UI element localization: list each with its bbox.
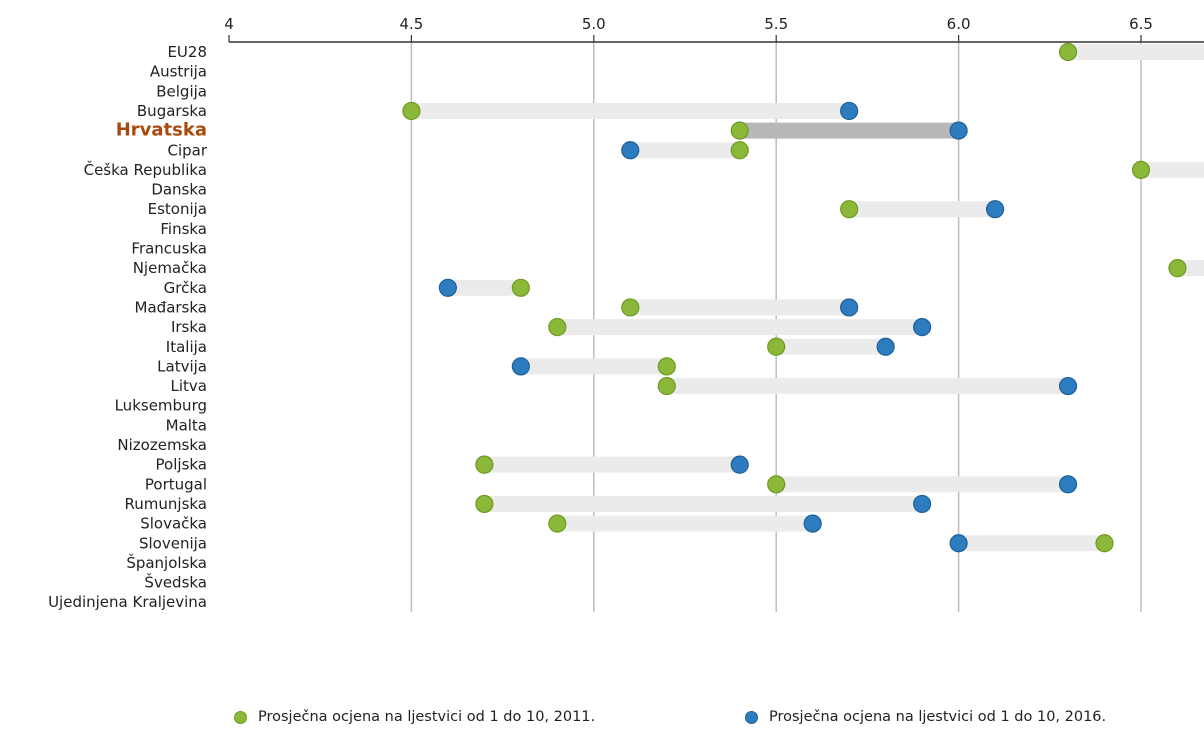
point-2011 — [657, 376, 676, 396]
range-bar — [666, 378, 1069, 395]
point-2011 — [1058, 42, 1078, 62]
point-2011 — [767, 475, 786, 494]
category-label: Finska — [160, 220, 207, 238]
category-label: Malta — [166, 416, 207, 434]
point-2016 — [985, 200, 1005, 219]
category-label: Slovačka — [140, 515, 207, 533]
category-label: Latvija — [157, 357, 207, 375]
point-2016 — [913, 318, 932, 337]
range-bar — [849, 201, 996, 218]
x-tick-label: 6.5 — [1129, 15, 1153, 33]
range-bar — [776, 338, 886, 355]
category-label: Slovenija — [139, 534, 207, 552]
x-axis: 44.55.05.56.06.57.07.58.08.59.0 — [224, 15, 1204, 43]
data-points — [402, 42, 1187, 553]
category-label: Litva — [171, 377, 207, 395]
range-bar — [630, 299, 850, 316]
legend-dot-2011 — [234, 710, 247, 724]
range-bar — [739, 122, 959, 139]
point-2011 — [730, 121, 749, 140]
point-2016 — [621, 141, 640, 160]
legend-item-2011: Prosječna ocjena na ljestvici od 1 do 10… — [234, 706, 595, 728]
point-2016 — [913, 494, 932, 514]
range-bar — [958, 535, 1105, 552]
x-tick-label: 4.5 — [399, 15, 423, 33]
range-bar — [776, 476, 1069, 493]
point-2011 — [1131, 160, 1151, 179]
category-label: Bugarska — [137, 102, 207, 120]
point-2011 — [840, 200, 859, 219]
point-2011 — [1168, 259, 1187, 278]
category-label: Belgija — [156, 82, 207, 100]
dumbbell-chart: 44.55.05.56.06.57.07.58.08.59.0 EU28Aust… — [48, 15, 1204, 612]
category-label: Španjolska — [126, 553, 207, 572]
category-label: Danska — [151, 181, 207, 199]
range-bar — [1141, 161, 1204, 178]
x-tick-label: 5.0 — [582, 15, 606, 33]
x-tick-label: 4 — [224, 15, 234, 33]
range-bar — [630, 142, 740, 159]
category-label: Hrvatska — [116, 120, 207, 141]
point-2011 — [402, 101, 421, 121]
point-2011 — [657, 357, 676, 376]
point-2016 — [511, 357, 530, 376]
point-2016 — [803, 514, 822, 533]
category-label: Mađarska — [135, 298, 207, 316]
point-2011 — [511, 278, 530, 297]
category-label: Rumunjska — [125, 495, 207, 513]
point-2016 — [1058, 376, 1078, 396]
category-label: Austrija — [150, 63, 207, 81]
point-2016 — [730, 455, 749, 474]
range-bar — [557, 319, 923, 336]
category-label: Njemačka — [133, 259, 207, 277]
legend-label-2011: Prosječna ocjena na ljestvici od 1 do 10… — [258, 709, 596, 725]
point-2011 — [730, 141, 749, 160]
legend-dot-2016 — [745, 710, 758, 724]
point-2011 — [475, 494, 494, 514]
legend-item-2016: Prosječna ocjena na ljestvici od 1 do 10… — [745, 706, 1106, 728]
category-label: Ujedinjena Kraljevina — [48, 593, 207, 611]
point-2016 — [949, 534, 968, 553]
range-bar — [557, 515, 813, 532]
range-bar — [484, 456, 740, 473]
category-label: Estonija — [148, 200, 207, 218]
point-2011 — [621, 298, 640, 317]
range-bar — [520, 358, 667, 375]
legend-label-2016: Prosječna ocjena na ljestvici od 1 do 10… — [769, 709, 1107, 725]
category-label: Irska — [171, 318, 207, 336]
point-2011 — [548, 514, 567, 533]
category-label: EU28 — [167, 43, 207, 61]
x-tick-label: 6.0 — [947, 15, 971, 33]
range-bar — [1068, 44, 1204, 60]
category-label: Francuska — [131, 240, 207, 258]
range-bar — [411, 102, 850, 119]
category-label: Portugal — [145, 475, 207, 493]
point-2016 — [949, 121, 968, 140]
category-label: Poljska — [156, 456, 207, 474]
x-tick-label: 5.5 — [764, 15, 788, 33]
category-label: Luksemburg — [115, 397, 207, 415]
range-bar — [484, 495, 923, 512]
category-label: Češka Republika — [84, 160, 207, 179]
category-label: Nizozemska — [117, 436, 207, 454]
point-2016 — [876, 337, 895, 356]
point-2016 — [1058, 475, 1078, 494]
category-label: Švedska — [144, 573, 207, 592]
category-label: Italija — [166, 338, 207, 356]
point-2011 — [767, 337, 786, 356]
range-bar — [447, 279, 521, 296]
point-2011 — [1095, 534, 1114, 553]
point-2016 — [840, 101, 859, 121]
category-label: Grčka — [164, 279, 207, 297]
point-2011 — [548, 318, 567, 337]
point-2016 — [438, 278, 457, 297]
point-2016 — [840, 298, 859, 317]
category-label: Cipar — [167, 141, 207, 159]
point-2011 — [475, 455, 494, 474]
